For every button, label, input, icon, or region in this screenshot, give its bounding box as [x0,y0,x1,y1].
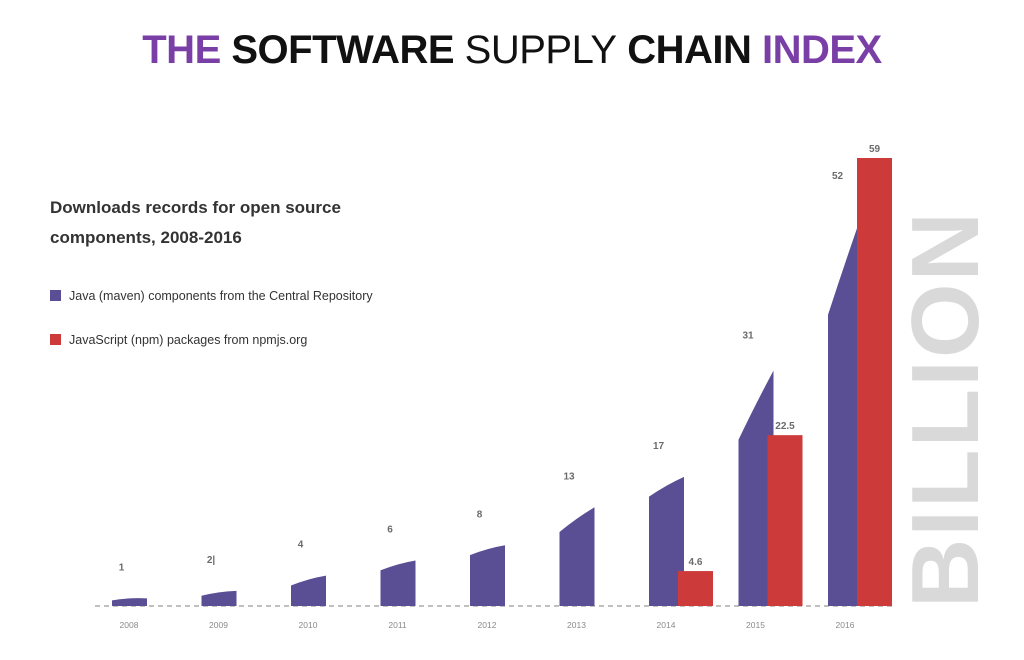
java-bar-2013 [559,507,595,606]
java-value-label-2008: 1 [119,562,125,573]
x-tick-label-2008: 2008 [120,620,139,630]
title-word-3: SUPPLY [464,28,617,72]
x-tick-label-2016: 2016 [836,620,855,630]
java-value-label-2013: 13 [563,471,575,482]
java-bar-2010 [291,575,326,606]
legend-swatch-npm [50,334,61,345]
java-value-label-2011: 6 [387,524,393,535]
x-tick-label-2010: 2010 [299,620,318,630]
npm-bar-2015 [767,435,803,606]
x-tick-label-2009: 2009 [209,620,228,630]
java-bar-2012 [470,545,505,606]
legend-swatch-java [50,290,61,301]
chart-marks: 1 2008 2| 2009 4 2010 6 2011 8 2012 13 2013 17 4.6 201… [112,144,892,630]
chart-title: THE SOFTWARE SUPPLY CHAIN INDEX [0,28,1024,73]
npm-value-label-2014: 4.6 [689,557,703,568]
java-bar-2008 [112,598,147,606]
npm-bar-2016 [857,158,892,606]
java-value-label-2015: 31 [742,331,754,342]
java-value-label-2009: 2| [207,555,216,566]
java-bar-2016 [828,211,863,607]
x-tick-label-2012: 2012 [478,620,497,630]
java-bar-2011 [380,560,416,606]
legend-label-java: Java (maven) components from the Central… [69,289,373,303]
npm-value-label-2015: 22.5 [775,421,795,432]
title-word-4: CHAIN [627,28,752,72]
npm-bar-2014 [678,571,713,606]
title-word-1: THE [142,28,221,72]
legend-label-npm: JavaScript (npm) packages from npmjs.org [69,333,307,347]
java-bar-2014 [649,476,684,606]
x-tick-label-2013: 2013 [567,620,586,630]
x-tick-label-2015: 2015 [746,620,765,630]
title-word-5: INDEX [761,28,882,72]
chart-subtitle-line-2: components, 2008-2016 [50,228,242,247]
x-tick-label-2014: 2014 [657,620,676,630]
x-tick-label-2011: 2011 [388,620,407,630]
unit-label-billion: BILLION [892,210,999,608]
java-value-label-2010: 4 [298,540,304,551]
npm-value-label-2016: 59 [869,144,881,155]
java-value-label-2016: 52 [832,171,844,182]
java-value-label-2012: 8 [477,509,483,520]
legend: Java (maven) components from the Central… [50,289,373,347]
java-value-label-2014: 17 [653,441,665,452]
title-word-2: SOFTWARE [231,28,455,72]
java-bar-2015 [738,370,774,606]
java-bar-2009 [201,590,237,606]
chart-subtitle-line-1: Downloads records for open source [50,198,341,217]
